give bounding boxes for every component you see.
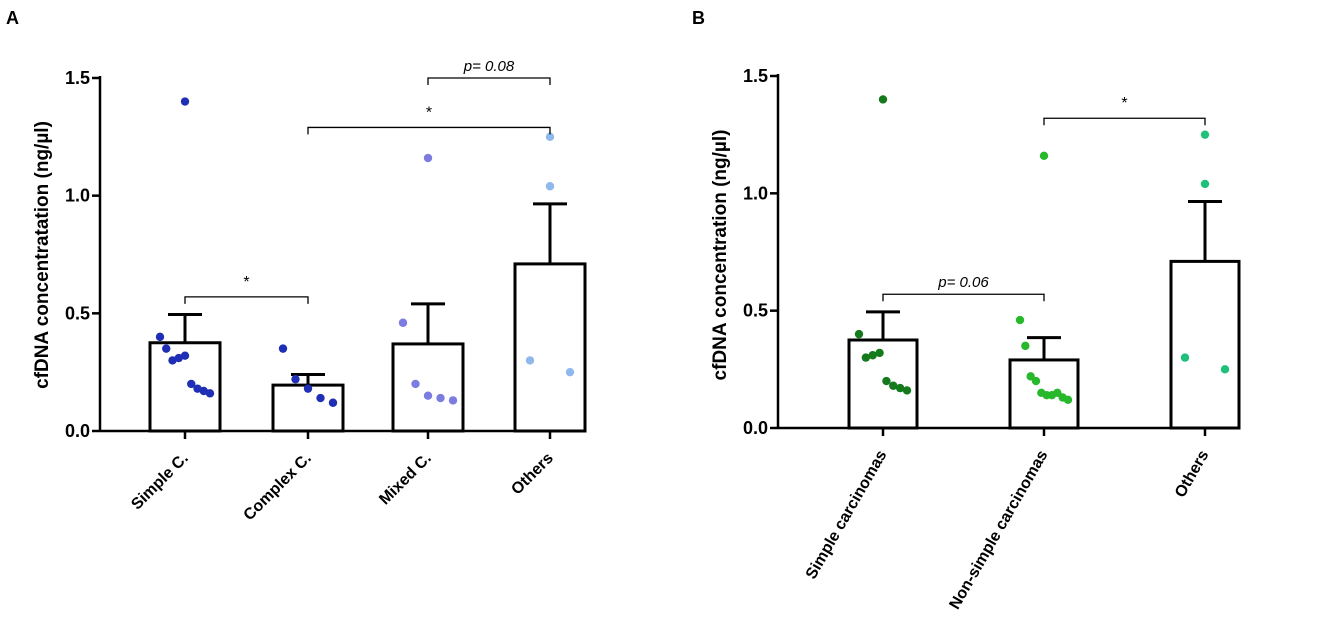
panel-b-ytick-label: 0.0	[743, 418, 768, 438]
panel-a-significance-label: *	[426, 104, 432, 121]
panel-b-data-point	[1021, 341, 1030, 351]
panel-b-category-label: Non-simple carcinomas	[946, 447, 1051, 612]
panel-a-significance-label: p= 0.08	[463, 58, 515, 75]
panel-a-ylabel: cfDNA concentratation (ng/µl)	[32, 121, 53, 389]
panel-a-ytick-label: 1.5	[65, 68, 90, 88]
panel-a-data-point	[180, 351, 190, 360]
panel-b-data-point	[861, 353, 871, 362]
panel-a-data-point	[423, 153, 433, 163]
panel-a-significance-label: *	[243, 274, 249, 291]
panel-a-bar	[513, 262, 587, 433]
panel-a-data-point	[411, 379, 420, 389]
panel-a-data-point	[155, 332, 165, 342]
panel-a-data-point	[436, 393, 445, 403]
panel-b-data-point	[1015, 315, 1025, 325]
panel-b-category-label: Simple carcinomas	[803, 447, 891, 582]
panel-b-letter: B	[692, 8, 705, 28]
panel-a-category-label: Complex C.	[241, 450, 315, 524]
panel-b-data-point	[1039, 151, 1049, 160]
panel-b-data-point	[1031, 376, 1041, 386]
panel-a-data-point	[205, 389, 215, 398]
panel-a-data-point	[545, 132, 555, 142]
panel-a-data-point	[328, 398, 338, 407]
panel-a-data-point	[187, 379, 196, 389]
panel-b-data-point	[875, 348, 884, 358]
panel-b-data-point	[854, 329, 864, 339]
panel-b-significance-bracket	[1043, 117, 1206, 126]
panel-a-data-point	[398, 318, 408, 327]
panel-a-data-point	[162, 344, 171, 353]
panel-b-data-point	[902, 386, 912, 395]
panel-a-data-point	[291, 375, 300, 384]
panel-a-significance-bracket	[307, 126, 551, 135]
panel-a-significance-bracket	[184, 296, 309, 304]
panel-b-category-label: Others	[1172, 447, 1213, 500]
panel-b-data-point	[1180, 353, 1190, 362]
panel-b: B cfDNA concentration (ng/µl) 0.0 0.5 1.0 1…	[692, 8, 1241, 612]
panel-b-bar	[1169, 259, 1241, 430]
panel-a-data-point	[180, 97, 190, 106]
panel-b-ytick-label: 1.5	[743, 66, 768, 86]
panel-a-bar	[391, 342, 465, 433]
panel-a-category-label: Mixed C.	[376, 450, 435, 509]
panel-a-letter: A	[6, 8, 19, 28]
panel-a-data-point	[565, 367, 575, 377]
panel-a-data-point	[525, 356, 535, 365]
panel-a-significance-bracket	[427, 77, 551, 85]
panel-b-significance-label: p= 0.06	[937, 274, 989, 291]
panel-b-significance-bracket	[882, 293, 1045, 302]
panel-b-data-point	[882, 376, 891, 386]
panel-a-category-label: Simple C.	[128, 450, 192, 514]
panel-b-ytick-label: 1.0	[743, 183, 768, 203]
panel-a-ytick-label: 0.5	[65, 303, 90, 323]
panel-b-ylabel: cfDNA concentration (ng/µl)	[710, 130, 731, 381]
panel-a-data-point	[303, 384, 313, 393]
panel-a-data-point	[316, 393, 325, 403]
panel-b-data-point	[1200, 130, 1210, 139]
panel-a-ytick-label: 1.0	[65, 186, 90, 206]
panel-b-data-point	[889, 381, 898, 390]
panel-b-data-point	[1063, 395, 1073, 405]
panel-b-data-point	[895, 383, 905, 393]
panel-a-data-point	[423, 391, 433, 400]
panel-a-ytick-label: 0.0	[65, 421, 90, 441]
panel-a-category-label: Others	[508, 450, 557, 499]
panel-a: A cfDNA concentratation (ng/µl) 0.0 0.5 1.…	[6, 8, 587, 524]
panel-b-data-point	[878, 95, 888, 104]
panel-b-data-point	[1220, 365, 1230, 374]
panel-a-data-point	[545, 182, 555, 191]
panel-b-data-point	[868, 351, 877, 360]
panel-b-data-point	[1200, 179, 1210, 189]
panel-a-data-point	[278, 344, 288, 353]
panel-b-ytick-label: 0.5	[743, 301, 768, 321]
panel-b-significance-label: *	[1121, 95, 1127, 112]
panel-a-data-point	[448, 396, 458, 405]
